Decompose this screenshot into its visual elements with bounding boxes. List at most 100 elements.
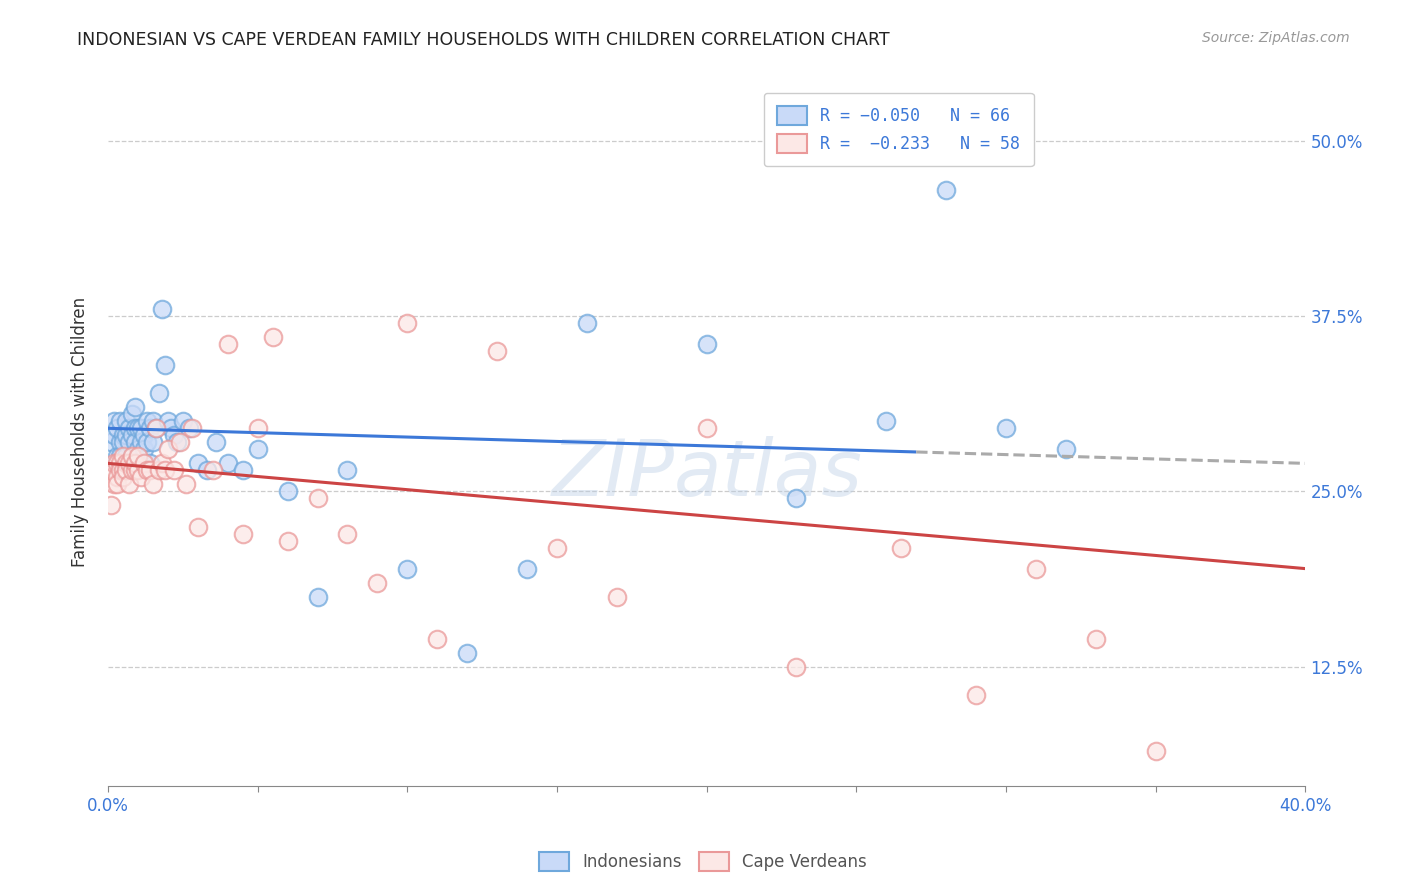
Point [875, 414, 897, 428]
Point [456, 646, 478, 660]
Point [575, 316, 598, 330]
Point [139, 456, 162, 470]
Point [100, 499, 122, 513]
Point [115, 450, 138, 464]
Point [127, 442, 149, 457]
Point [142, 435, 165, 450]
Point [246, 421, 269, 435]
Point [108, 435, 131, 450]
Point [160, 421, 183, 435]
Point [139, 421, 162, 435]
Point [246, 442, 269, 457]
Point [606, 590, 628, 604]
Point [115, 456, 138, 470]
Point [127, 450, 149, 464]
Point [118, 477, 141, 491]
Point [277, 533, 299, 548]
Point [890, 541, 912, 555]
Point [111, 463, 134, 477]
Point [135, 463, 157, 477]
Point [124, 421, 146, 435]
Point [150, 456, 173, 470]
Point [166, 435, 188, 450]
Point [118, 421, 141, 435]
Point [103, 456, 125, 470]
Point [217, 456, 239, 470]
Point [127, 463, 149, 477]
Point [132, 428, 155, 442]
Point [111, 456, 134, 470]
Point [103, 477, 125, 491]
Point [115, 414, 138, 428]
Point [232, 526, 254, 541]
Point [105, 477, 128, 491]
Point [127, 421, 149, 435]
Point [124, 456, 146, 470]
Point [135, 435, 157, 450]
Point [132, 456, 155, 470]
Point [115, 428, 138, 442]
Point [115, 463, 138, 477]
Point [163, 463, 186, 477]
Point [111, 435, 134, 450]
Point [121, 463, 143, 477]
Y-axis label: Family Households with Children: Family Households with Children [72, 297, 89, 566]
Point [1144, 744, 1167, 758]
Point [124, 401, 146, 415]
Point [516, 561, 538, 575]
Point [204, 435, 226, 450]
Point [396, 561, 419, 575]
Point [153, 463, 176, 477]
Point [262, 330, 284, 344]
Point [145, 421, 167, 435]
Text: INDONESIAN VS CAPE VERDEAN FAMILY HOUSEHOLDS WITH CHILDREN CORRELATION CHART: INDONESIAN VS CAPE VERDEAN FAMILY HOUSEH… [77, 31, 890, 49]
Point [1025, 561, 1047, 575]
Point [195, 463, 218, 477]
Point [129, 435, 152, 450]
Point [486, 344, 509, 359]
Point [785, 660, 807, 674]
Point [995, 421, 1018, 435]
Point [129, 470, 152, 484]
Point [307, 491, 329, 506]
Point [108, 414, 131, 428]
Point [105, 470, 128, 484]
Point [100, 463, 122, 477]
Point [696, 421, 718, 435]
Point [108, 450, 131, 464]
Point [965, 688, 987, 702]
Point [336, 463, 359, 477]
Point [935, 183, 957, 197]
Point [148, 463, 170, 477]
Point [336, 526, 359, 541]
Point [139, 463, 162, 477]
Point [169, 435, 191, 450]
Point [129, 421, 152, 435]
Point [145, 421, 167, 435]
Text: ZIPatlas: ZIPatlas [551, 436, 862, 512]
Point [121, 450, 143, 464]
Point [153, 358, 176, 372]
Point [105, 456, 128, 470]
Point [150, 301, 173, 316]
Point [118, 456, 141, 470]
Point [108, 463, 131, 477]
Point [156, 414, 179, 428]
Point [177, 421, 200, 435]
Point [111, 470, 134, 484]
Point [111, 450, 134, 464]
Point [187, 456, 209, 470]
Point [105, 456, 128, 470]
Point [366, 575, 388, 590]
Point [156, 442, 179, 457]
Point [180, 421, 202, 435]
Point [696, 337, 718, 351]
Point [142, 414, 165, 428]
Point [1054, 442, 1077, 457]
Point [118, 456, 141, 470]
Point [546, 541, 568, 555]
Point [217, 337, 239, 351]
Point [307, 590, 329, 604]
Text: Source: ZipAtlas.com: Source: ZipAtlas.com [1202, 31, 1350, 45]
Legend: R = −0.050   N = 66, R =  −0.233   N = 58: R = −0.050 N = 66, R = −0.233 N = 58 [763, 93, 1033, 167]
